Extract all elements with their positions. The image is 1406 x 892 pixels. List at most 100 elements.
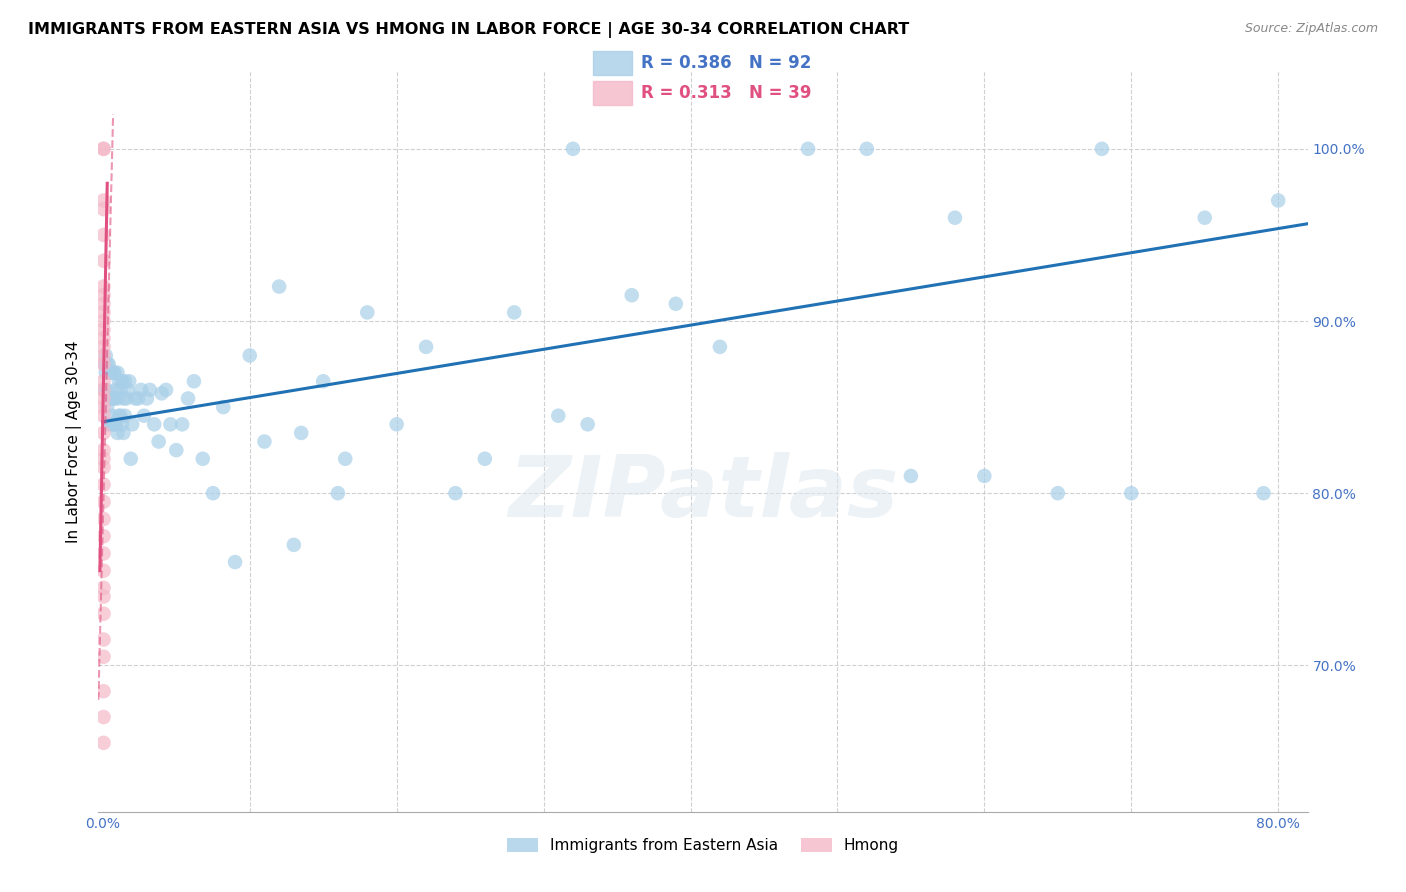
Text: R = 0.386   N = 92: R = 0.386 N = 92 [641,54,811,72]
Point [444,486,467,500]
Point [96,357,118,371]
Point [97,417,120,432]
Point [93,400,115,414]
Point [1091,142,1114,156]
Text: ZIPatlas: ZIPatlas [508,452,898,535]
Point [93,477,115,491]
Point [93,374,115,388]
Point [93,451,115,466]
Point [93,253,115,268]
Point [93,331,115,345]
Point [139,383,162,397]
Text: R = 0.313   N = 39: R = 0.313 N = 39 [641,84,811,102]
Point [239,348,262,362]
Point [224,555,246,569]
Point [547,409,569,423]
Point [93,194,115,208]
Point [620,288,643,302]
Point [93,383,115,397]
Point [335,451,357,466]
Point [111,417,134,432]
Point [111,374,134,388]
Point [269,279,291,293]
Point [103,366,125,380]
Point [93,340,115,354]
Point [93,142,115,156]
Point [93,142,115,156]
FancyBboxPatch shape [592,51,631,76]
Point [1046,486,1069,500]
Point [973,469,995,483]
Point [93,736,115,750]
Point [93,710,115,724]
Point [93,279,115,293]
Point [943,211,966,225]
Point [93,607,115,621]
Point [283,538,305,552]
Point [135,392,157,406]
Point [191,451,214,466]
Point [121,417,143,432]
Point [103,392,125,406]
Point [114,409,136,423]
Point [97,392,120,406]
Point [114,374,136,388]
Point [177,392,200,406]
Point [93,529,115,543]
Point [107,425,129,440]
Point [93,357,115,371]
Point [562,142,585,156]
Point [797,142,820,156]
Point [98,417,121,432]
Point [165,443,187,458]
Point [665,297,688,311]
Point [93,581,115,595]
Point [356,305,378,319]
Point [202,486,225,500]
Point [107,392,129,406]
Point [93,227,115,242]
Point [155,383,177,397]
Point [101,392,124,406]
Text: Source: ZipAtlas.com: Source: ZipAtlas.com [1244,22,1378,36]
Y-axis label: In Labor Force | Age 30-34: In Labor Force | Age 30-34 [66,340,83,543]
Point [124,392,146,406]
Point [110,409,132,423]
Point [101,417,124,432]
Point [132,409,155,423]
Point [97,357,120,371]
Point [503,305,526,319]
Point [150,386,173,401]
Point [98,392,121,406]
Point [1194,211,1216,225]
Point [93,357,115,371]
Point [120,451,142,466]
Point [110,383,132,397]
Point [129,383,152,397]
Point [93,460,115,475]
Point [93,512,115,526]
Point [1267,194,1289,208]
Point [94,348,117,362]
Point [93,348,115,362]
Point [93,649,115,664]
Point [212,400,235,414]
Point [148,434,170,449]
Point [93,425,115,440]
Point [105,417,128,432]
Point [103,417,125,432]
Point [415,340,437,354]
Point [108,374,131,388]
Point [93,288,115,302]
Point [172,417,194,432]
Text: IMMIGRANTS FROM EASTERN ASIA VS HMONG IN LABOR FORCE | AGE 30-34 CORRELATION CHA: IMMIGRANTS FROM EASTERN ASIA VS HMONG IN… [28,22,910,38]
Point [100,409,122,423]
Point [93,409,115,423]
Point [93,443,115,458]
Point [856,142,879,156]
Point [93,202,115,216]
Point [93,590,115,604]
Point [94,366,117,380]
Point [96,400,118,414]
Point [100,366,122,380]
